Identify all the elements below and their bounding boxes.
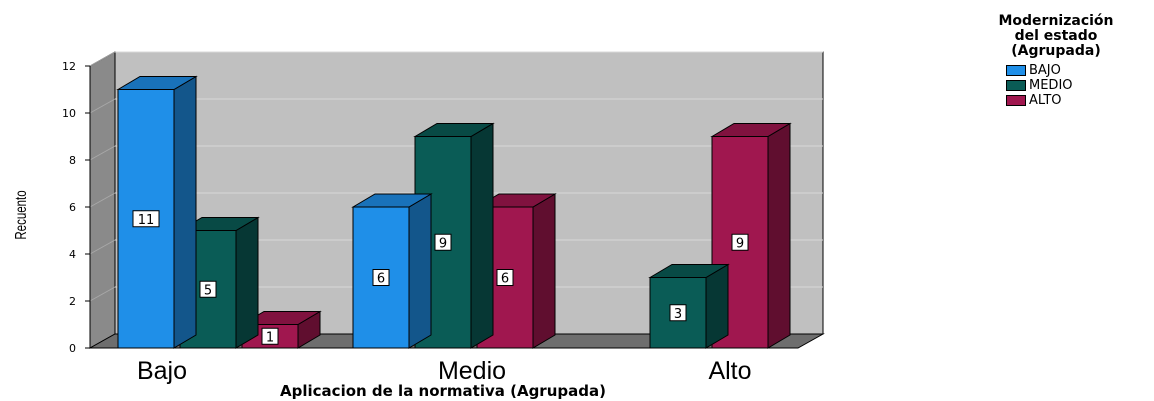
- data-label-box: [496, 269, 514, 286]
- bar-side: [470, 122, 494, 349]
- data-label-box: [199, 280, 217, 298]
- gridline-side: [89, 145, 116, 161]
- y-tick-label: 2: [69, 295, 76, 308]
- y-tick-label: 8: [69, 154, 76, 167]
- data-label: 1: [266, 330, 274, 345]
- data-label-box: [434, 233, 452, 251]
- legend-title-line: Modernización: [998, 13, 1114, 29]
- gridline-side: [89, 51, 116, 67]
- gridline-side: [89, 286, 116, 302]
- legend-label: BAJO: [1029, 63, 1061, 78]
- data-label-box: [261, 327, 279, 345]
- gridline-side: [89, 192, 116, 208]
- bar-side: [173, 75, 197, 349]
- bar-side: [705, 263, 729, 349]
- legend-swatch: [1006, 65, 1026, 76]
- y-tick-label: 4: [69, 248, 76, 261]
- data-label: 11: [138, 213, 155, 228]
- data-label: 3: [674, 307, 682, 322]
- bar-side: [532, 193, 556, 349]
- bar-side: [408, 193, 432, 349]
- x-axis: Bajo Medio Alto: [137, 357, 752, 385]
- data-label: 5: [204, 283, 212, 298]
- data-label: 6: [501, 272, 509, 287]
- x-axis-label: Aplicacion de la normativa (Agrupada): [280, 382, 606, 400]
- legend-swatch: [1006, 95, 1026, 106]
- legend-label: MEDIO: [1029, 78, 1073, 93]
- bars: 1 5 11 6 9 6 9 3: [116, 75, 792, 349]
- bar-side: [767, 122, 791, 349]
- gridline-side: [89, 98, 116, 114]
- x-tick-label: Bajo: [137, 357, 187, 385]
- legend: Modernización del estado (Agrupada) BAJO…: [958, 13, 1154, 109]
- bar-alto-alto: 9: [710, 122, 792, 349]
- data-label: 9: [439, 236, 447, 251]
- data-label-box: [132, 210, 160, 228]
- legend-title-line: del estado: [1014, 28, 1098, 44]
- legend-item-alto: ALTO: [1006, 93, 1154, 108]
- legend-title-line: (Agrupada): [1011, 43, 1101, 59]
- y-tick-label: 10: [62, 107, 76, 120]
- bar-medio-alto: 3: [648, 263, 730, 349]
- legend-label: ALTO: [1029, 93, 1062, 108]
- y-axis-label: Recuento: [11, 190, 29, 240]
- data-label-box: [669, 304, 687, 322]
- data-label: 6: [377, 272, 385, 287]
- legend-item-bajo: BAJO: [1006, 63, 1154, 78]
- x-tick-label: Alto: [708, 357, 751, 385]
- gridline-side: [89, 239, 116, 255]
- data-label-box: [731, 233, 749, 251]
- bar-bajo-bajo: 11: [116, 75, 198, 349]
- legend-swatch: [1006, 80, 1026, 91]
- data-label-box: [372, 269, 390, 286]
- bar-side: [235, 216, 259, 349]
- x-tick-label: Medio: [438, 357, 506, 385]
- bar-bajo-medio: 6: [351, 193, 433, 349]
- y-tick-label: 12: [62, 60, 76, 73]
- y-tick-label: 6: [69, 201, 76, 214]
- y-tick-label: 0: [69, 342, 76, 355]
- data-label: 9: [736, 236, 744, 251]
- legend-item-medio: MEDIO: [1006, 78, 1154, 93]
